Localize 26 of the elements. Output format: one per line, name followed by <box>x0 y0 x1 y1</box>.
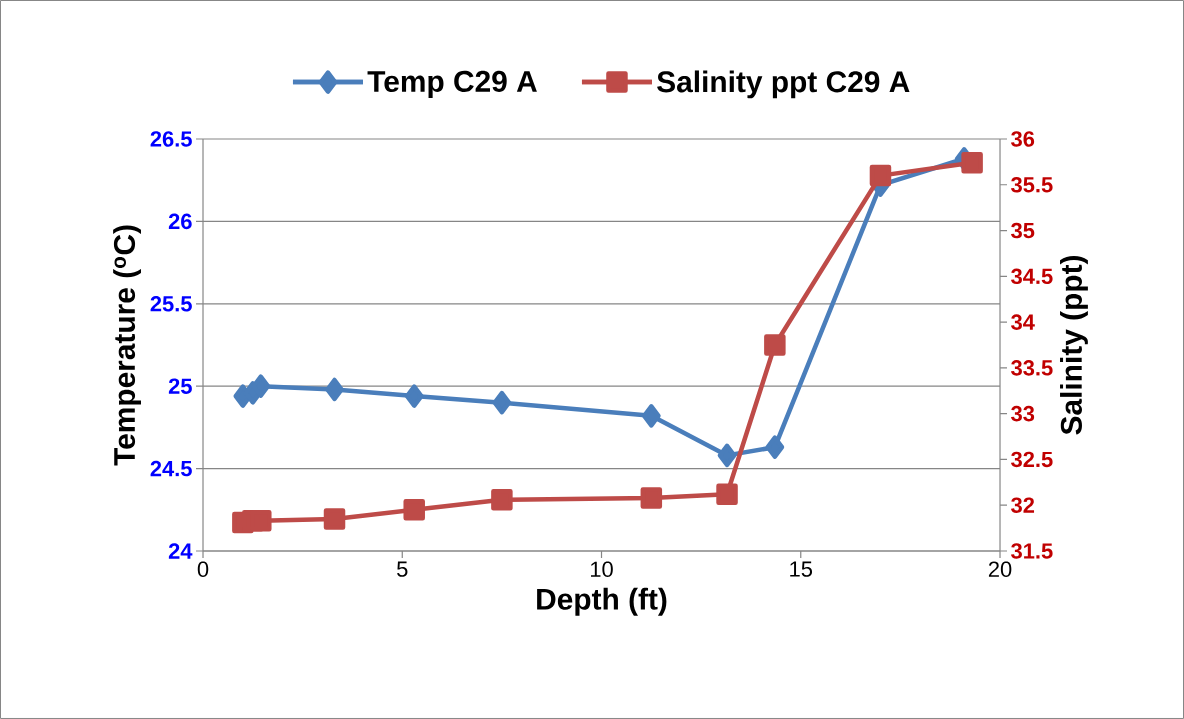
y-tick-label: 26.5 <box>150 131 192 147</box>
x-tick-label: 20 <box>988 561 1012 578</box>
x-axis-title: Depth (ft) <box>537 587 667 616</box>
y2-tick-label: 33.5 <box>1011 360 1053 376</box>
y2-axis-title: Salinity (ppt) <box>1060 255 1088 435</box>
y-axis-title: Temperature ($^{o}$C) <box>113 225 141 466</box>
legend-label: Temp C29 A <box>367 70 537 98</box>
legend-label: Salinity ppt C29 A <box>657 70 910 99</box>
y-tick-label: 25.5 <box>150 296 192 312</box>
y2-tick-label: 35.5 <box>1011 176 1053 193</box>
y2-tick-label: 36 <box>1011 131 1035 147</box>
y-tick-label: 26 <box>168 213 192 230</box>
y2-tick-label: 35 <box>1011 222 1035 239</box>
y-tick-label: 25 <box>168 378 192 394</box>
y-tick-label: 24.5 <box>150 460 192 477</box>
y2-tick-label: 33 <box>1011 405 1035 422</box>
y2-tick-label: 34 <box>1011 314 1035 330</box>
x-tick-label: 0 <box>197 561 209 578</box>
y2-tick-label: 31.5 <box>1011 543 1053 559</box>
x-tick-label: 10 <box>590 561 613 578</box>
x-tick-label: 5 <box>397 561 408 577</box>
y2-tick-label: 32 <box>1011 497 1035 513</box>
x-tick-label: 15 <box>790 561 813 577</box>
y-tick-label: 24 <box>168 543 193 559</box>
y2-tick-label: 32.5 <box>1011 451 1053 468</box>
y2-tick-label: 34.5 <box>1011 268 1053 285</box>
